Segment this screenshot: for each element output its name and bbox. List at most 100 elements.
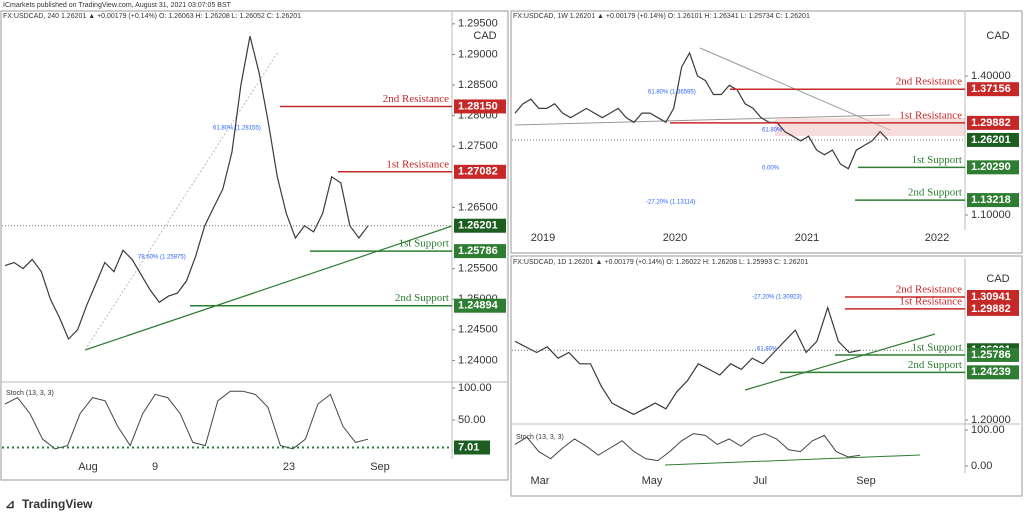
x-tick-label: 23 <box>283 461 295 473</box>
level-price-label: 1.30941 <box>971 291 1011 303</box>
level-name: 2nd Resistance <box>383 93 449 105</box>
fib-line <box>84 51 279 351</box>
y-tick-label: 1.29500 <box>458 18 498 30</box>
fib-annotation: 61.80% (1.36595) <box>648 90 696 96</box>
price-line <box>514 51 889 170</box>
y-tick-label: 100.00 <box>458 382 492 394</box>
currency-label: CAD <box>473 30 496 42</box>
trend-line <box>744 333 936 391</box>
level-name: 2nd Support <box>908 359 962 371</box>
level-price-label: 1.24239 <box>971 366 1011 378</box>
trend-line <box>84 225 453 351</box>
x-tick-label: Jul <box>753 475 767 487</box>
fib-annotation: 0.00% <box>762 166 780 172</box>
level-price-label: 1.29882 <box>971 117 1011 129</box>
level-price-box <box>967 160 1019 175</box>
x-tick-label: 2019 <box>531 232 555 244</box>
level-name: 2nd Support <box>395 292 449 304</box>
y-tick-label: 1.26500 <box>458 201 498 213</box>
x-tick-label: Sep <box>370 461 390 473</box>
trend-line <box>514 114 891 126</box>
stoch-line <box>514 433 861 462</box>
stoch-title: Stoch (13, 3, 3) <box>516 434 564 441</box>
level-name: 1st Resistance <box>899 109 962 121</box>
price-line <box>4 35 369 341</box>
level-price-label: 1.25786 <box>458 245 498 257</box>
published-note: ICmarkets published on TradingView.com, … <box>3 2 232 9</box>
last-price-box <box>967 132 1019 147</box>
level-price-box <box>454 244 506 259</box>
level-name: 1st Support <box>912 154 962 166</box>
y-tick-label: 1.29000 <box>458 48 498 60</box>
panel-frame <box>510 255 1023 497</box>
level-price-box <box>454 298 506 313</box>
level-price-box <box>967 115 1019 130</box>
currency-label: CAD <box>986 273 1009 285</box>
y-tick-label: 1.24000 <box>458 354 498 366</box>
x-tick-label: 2022 <box>925 232 949 244</box>
level-price-box <box>967 347 1019 362</box>
x-tick-label: Mar <box>531 475 550 487</box>
level-name: 2nd Resistance <box>896 284 962 296</box>
level-price-box <box>967 301 1019 316</box>
level-price-label: 1.27082 <box>458 166 498 178</box>
fib-annotation: 61.80% <box>762 128 783 134</box>
panel-frame <box>0 10 509 481</box>
level-price-label: 1.29882 <box>971 303 1011 315</box>
y-tick-label: 0.00 <box>971 460 992 472</box>
level-price-box <box>967 365 1019 380</box>
fib-annotation: 78.60% (1.25875) <box>138 255 186 261</box>
y-tick-label: 1.24500 <box>458 324 498 336</box>
price-line <box>514 305 861 416</box>
level-price-label: 1.25786 <box>971 349 1011 361</box>
level-name: 1st Resistance <box>899 295 962 307</box>
y-tick-label: 1.10000 <box>971 209 1011 221</box>
fib-annotation: -27.20% (1.30923) <box>752 295 802 301</box>
fib-annotation: -27.20% (1.13114) <box>646 200 695 206</box>
last-price-label: 1.26201 <box>458 220 498 232</box>
x-tick-label: Aug <box>78 461 98 473</box>
level-name: 1st Support <box>912 341 962 353</box>
level-name: 2nd Resistance <box>896 76 962 88</box>
y-tick-label: 1.27500 <box>458 140 498 152</box>
y-tick-label: 50.00 <box>458 414 486 426</box>
x-tick-label: 2020 <box>663 232 687 244</box>
level-price-label: 1.13218 <box>971 194 1011 206</box>
level-price-box <box>454 164 506 179</box>
level-price-box <box>967 289 1019 304</box>
level-price-box <box>454 99 506 114</box>
x-tick-label: 2021 <box>795 232 819 244</box>
level-price-label: 1.24894 <box>458 300 499 312</box>
y-tick-label: 1.40000 <box>971 70 1011 82</box>
panel-frame <box>510 10 1023 254</box>
stoch-level-box <box>454 440 490 455</box>
level-price-box <box>967 193 1019 208</box>
y-tick-label: 1.20000 <box>971 414 1011 426</box>
level-price-label: 1.20290 <box>971 161 1011 173</box>
fib-annotation: 61.80% <box>757 347 778 353</box>
stoch-title: Stoch (13, 3, 3) <box>6 390 54 397</box>
level-name: 2nd Support <box>908 187 962 199</box>
x-tick-label: 9 <box>152 461 158 473</box>
last-price-box <box>454 218 506 233</box>
x-tick-label: Sep <box>856 475 876 487</box>
y-tick-label: 1.28500 <box>458 79 498 91</box>
trend-line <box>664 454 921 466</box>
chart-title: FX:USDCAD, 240 1.26201 ▲ +0.00179 (+0.14… <box>3 13 301 20</box>
level-price-label: 1.28150 <box>458 100 498 112</box>
stoch-level-label: 7.01 <box>458 441 479 453</box>
x-tick-label: May <box>642 475 663 487</box>
last-price-label: 1.26201 <box>971 134 1011 146</box>
stoch-line <box>4 390 369 450</box>
chart-title: FX:USDCAD, 1W 1.26201 ▲ +0.00179 (+0.14%… <box>513 13 810 20</box>
brand-logo: ⊿ <box>5 497 15 511</box>
level-price-box <box>967 82 1019 97</box>
y-tick-label: 1.25500 <box>458 263 498 275</box>
chart-title: FX:USDCAD, 1D 1.26201 ▲ +0.00179 (+0.14%… <box>513 259 808 266</box>
y-tick-label: 100.00 <box>971 424 1005 436</box>
level-price-label: 1.37156 <box>971 83 1011 95</box>
brand: TradingView <box>22 497 93 511</box>
fib-annotation: 61.80% (1.28155) <box>213 126 261 132</box>
